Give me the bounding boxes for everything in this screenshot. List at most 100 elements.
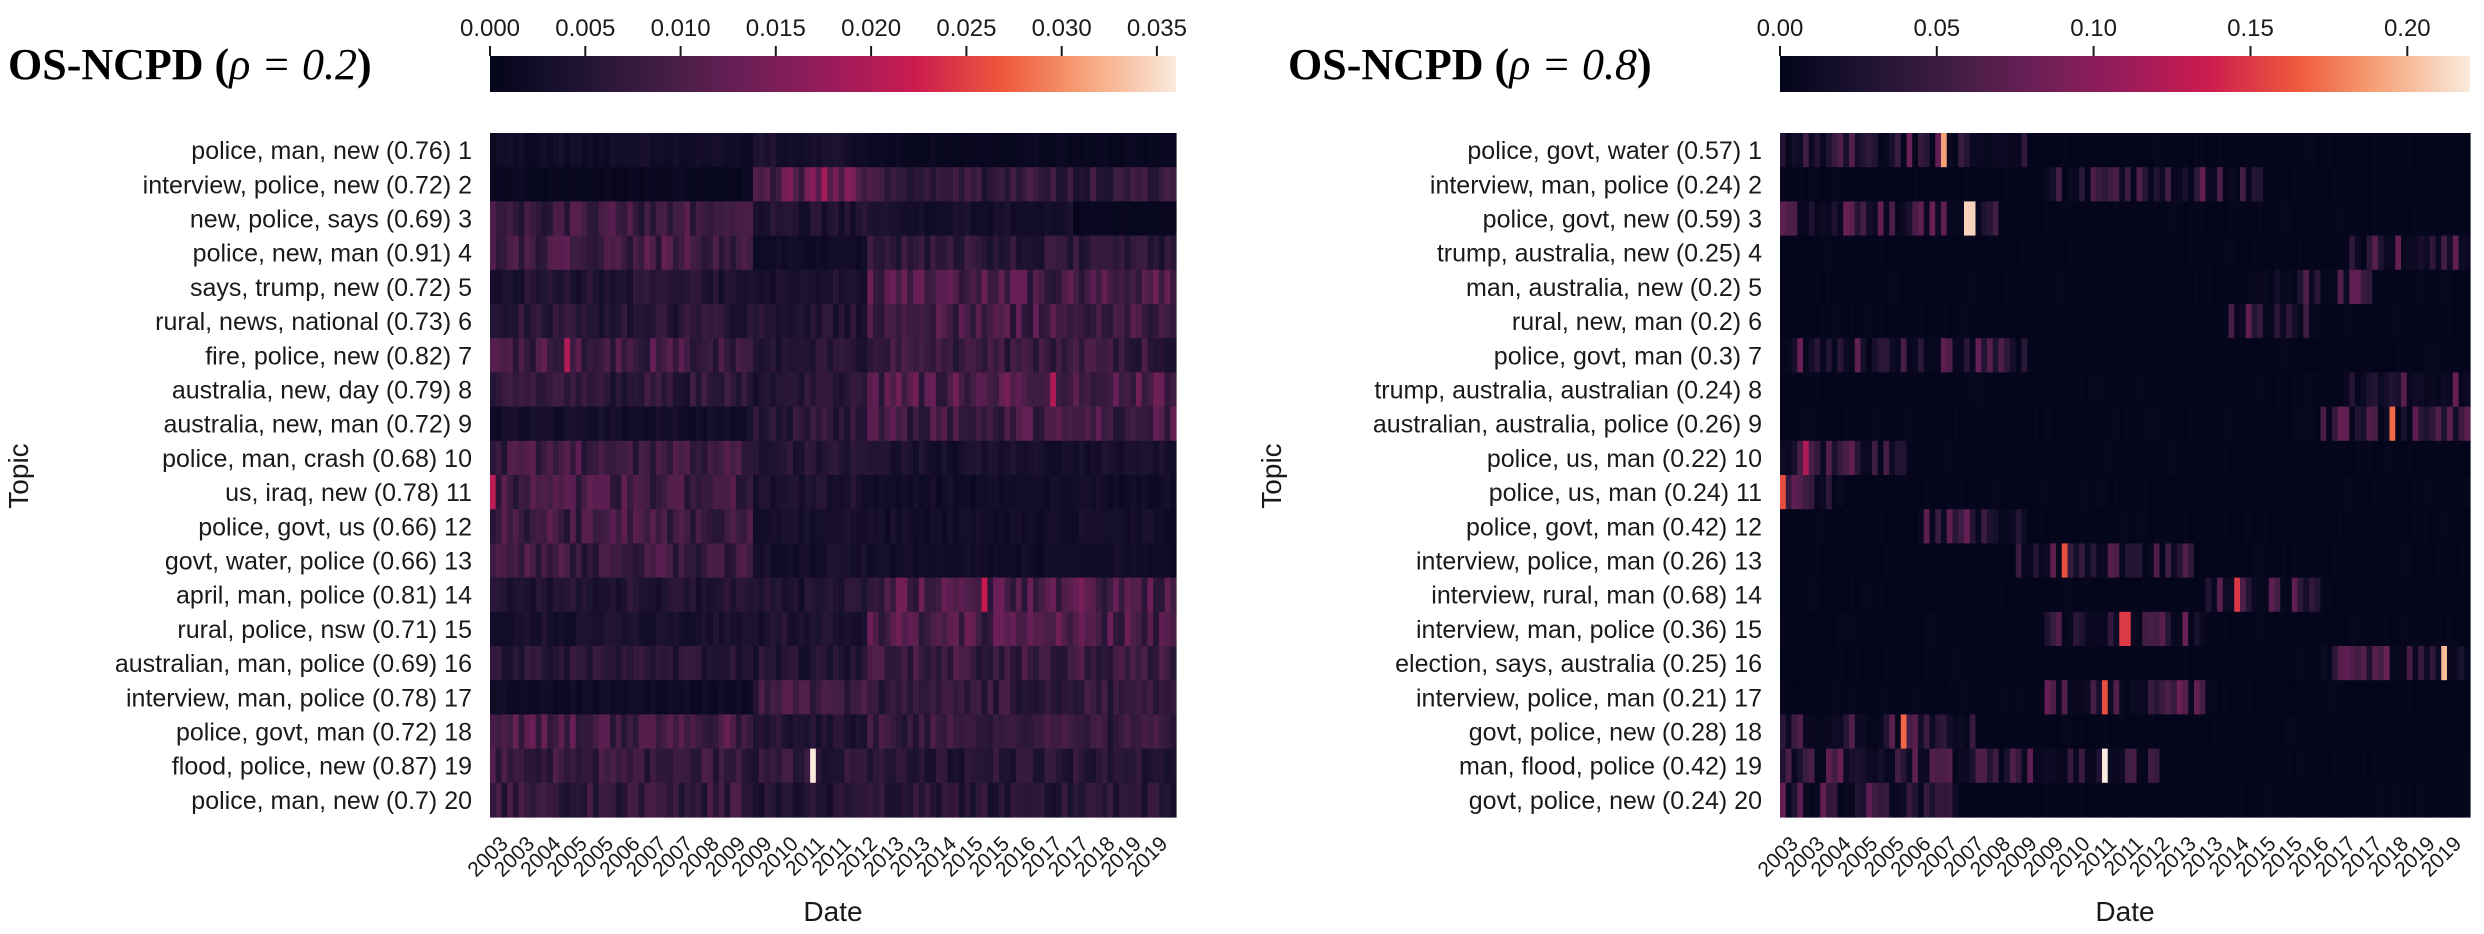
heatmap-cell: [667, 269, 674, 305]
heatmap-cell: [2176, 509, 2184, 544]
heatmap-cell: [1975, 577, 1982, 613]
heatmap-cell: [2205, 543, 2212, 579]
heatmap-cell: [2389, 235, 2396, 271]
heatmap-cell: [2148, 440, 2155, 476]
heatmap-cell: [1843, 201, 1850, 237]
heatmap-cell: [564, 611, 571, 647]
heatmap-cell: [2222, 475, 2230, 510]
heatmap-cell: [2383, 406, 2391, 442]
heatmap-cell: [730, 646, 737, 681]
heatmap-cell: [2056, 577, 2063, 613]
heatmap-cell: [884, 680, 891, 715]
heatmap-cell: [1941, 235, 1948, 271]
heatmap-cell: [918, 372, 926, 408]
heatmap-cell: [530, 646, 537, 681]
heatmap-cell: [490, 543, 497, 579]
heatmap-cell: [1147, 714, 1154, 750]
heatmap-cell: [2004, 748, 2011, 784]
heatmap-cell: [981, 577, 988, 613]
heatmap-cell: [2360, 201, 2368, 237]
heatmap-cell: [541, 714, 548, 750]
heatmap-cell: [810, 235, 817, 271]
heatmap-cell: [838, 269, 846, 305]
heatmap-cell: [2401, 167, 2408, 202]
heatmap-cell: [1113, 577, 1120, 613]
heatmap-cell: [1866, 509, 1873, 544]
heatmap-cell: [2297, 406, 2304, 442]
heatmap-cell: [1860, 509, 1867, 544]
heatmap-cell: [935, 475, 943, 510]
heatmap-cell: [707, 133, 714, 168]
heatmap-cell: [2096, 406, 2103, 442]
heatmap-cell: [701, 133, 708, 168]
heatmap-cell: [1010, 646, 1017, 681]
heatmap-cell: [1141, 714, 1149, 750]
heatmap-cell: [724, 372, 731, 408]
heatmap-cell: [684, 235, 691, 271]
heatmap-cell: [632, 167, 640, 202]
heatmap-cell: [2113, 748, 2120, 784]
heatmap-cell: [1164, 304, 1171, 339]
heatmap-cell: [2010, 372, 2017, 408]
heatmap-cell: [833, 304, 840, 339]
heatmap-cell: [2061, 782, 2069, 818]
row-label: flood, police, new (0.87) 19: [172, 753, 472, 781]
heatmap-cell: [610, 577, 617, 613]
heatmap-cell: [1147, 201, 1154, 237]
heatmap-cell: [1118, 269, 1126, 305]
heatmap-cell: [1010, 509, 1017, 544]
heatmap-cell: [718, 509, 725, 544]
heatmap-cell: [1883, 543, 1890, 579]
heatmap-cell: [1952, 167, 1959, 202]
heatmap-cell: [981, 167, 988, 202]
heatmap-cell: [2263, 304, 2270, 339]
heatmap-cell: [752, 338, 760, 373]
heatmap-cell: [993, 543, 1000, 579]
heatmap-cell: [1158, 680, 1166, 715]
heatmap-cell: [2343, 748, 2350, 784]
row-label: says, trump, new (0.72) 5: [190, 274, 472, 302]
heatmap-cell: [895, 543, 903, 579]
heatmap-cell: [2211, 577, 2218, 613]
heatmap-cell: [724, 680, 731, 715]
heatmap-cell: [2084, 235, 2092, 271]
heatmap-cell: [930, 167, 937, 202]
heatmap-cell: [1113, 509, 1120, 544]
heatmap-cell: [1118, 304, 1126, 339]
heatmap-cell: [2372, 782, 2379, 818]
heatmap-cell: [758, 406, 765, 442]
heatmap-cell: [2004, 646, 2011, 681]
heatmap-cell: [2194, 304, 2201, 339]
heatmap-cell: [1044, 714, 1051, 750]
heatmap-cell: [2429, 406, 2437, 442]
heatmap-cell: [2303, 680, 2310, 715]
heatmap-cell: [2107, 133, 2115, 168]
heatmap-cell: [587, 235, 594, 271]
heatmap-cell: [2291, 406, 2299, 442]
heatmap-cell: [2228, 475, 2235, 510]
heatmap-cell: [2406, 133, 2414, 168]
heatmap-cell: [2159, 269, 2166, 305]
heatmap-cell: [2148, 338, 2155, 373]
heatmap-cell: [2159, 372, 2166, 408]
heatmap-cell: [490, 646, 497, 681]
heatmap-cell: [2303, 304, 2310, 339]
heatmap-cell: [1969, 611, 1977, 647]
heatmap-cell: [684, 338, 691, 373]
heatmap-cell: [1101, 235, 1108, 271]
heatmap-cell: [1078, 304, 1086, 339]
heatmap-cell: [661, 577, 668, 613]
heatmap-cell: [2067, 782, 2074, 818]
heatmap-cell: [970, 611, 977, 647]
heatmap-cell: [712, 577, 720, 613]
heatmap-cell: [575, 577, 583, 613]
heatmap-cell: [941, 440, 948, 476]
heatmap-cell: [1831, 235, 1839, 271]
heatmap-cell: [930, 646, 937, 681]
heatmap-cell: [2452, 338, 2460, 373]
heatmap-cell: [958, 167, 966, 202]
heatmap-cell: [507, 235, 514, 271]
heatmap-cell: [2194, 543, 2201, 579]
heatmap-cell: [1803, 269, 1810, 305]
heatmap-cell: [993, 133, 1000, 168]
